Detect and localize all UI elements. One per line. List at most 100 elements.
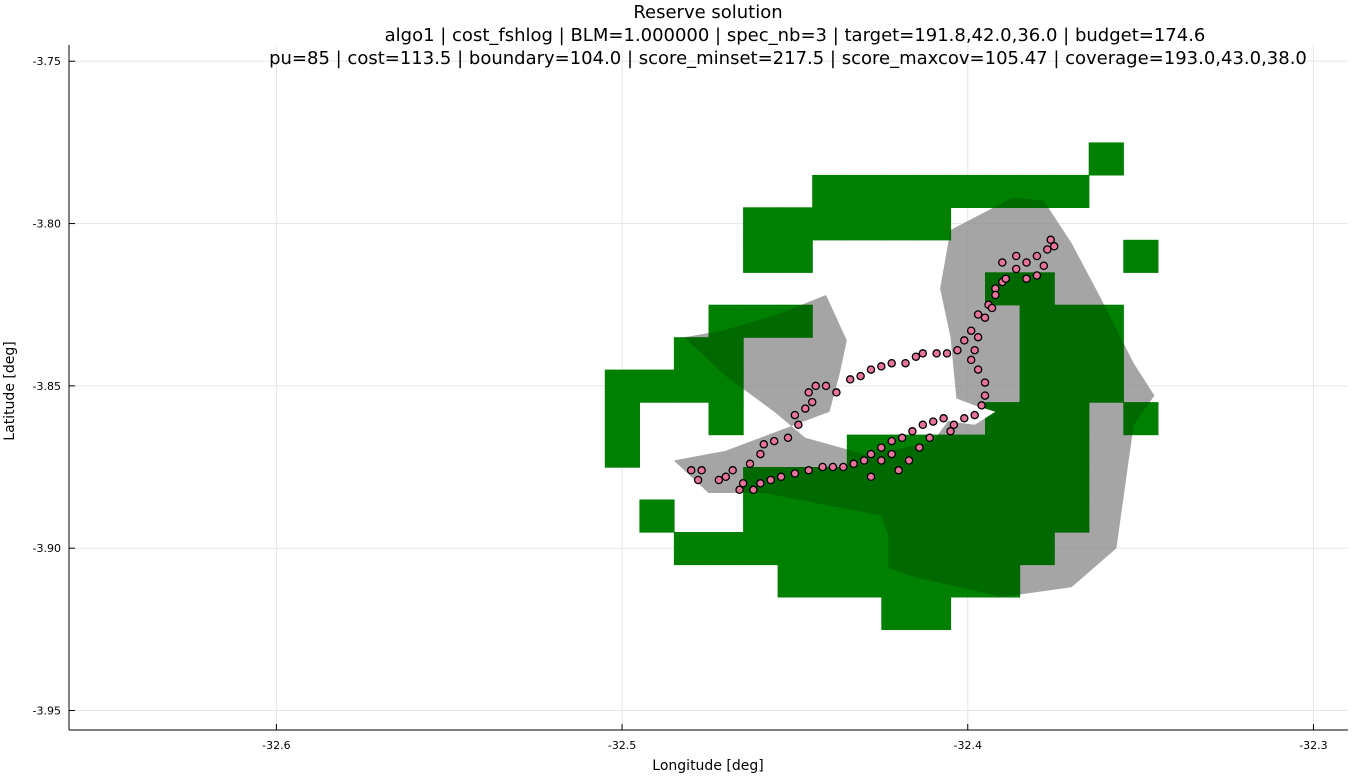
reserve-cell-68	[915, 499, 952, 533]
reserve-cell-10	[777, 207, 813, 241]
reserve-cell-52	[1054, 434, 1090, 468]
reserve-cell-73	[673, 532, 710, 566]
reserve-cell-31	[604, 434, 640, 468]
reserve-cell-38	[1054, 337, 1090, 371]
data-point-45	[1022, 274, 1031, 283]
reserve-cell-80	[915, 532, 952, 566]
data-point-0	[686, 466, 696, 475]
reserve-cell-67	[881, 499, 917, 533]
data-point-53	[966, 355, 976, 365]
reserve-cell-32	[639, 499, 675, 533]
x-tick-label-0: -32.6	[262, 739, 290, 752]
data-point-66	[887, 436, 896, 446]
data-point-13	[801, 404, 810, 413]
data-point-29	[953, 345, 962, 355]
reserve-cell-28	[708, 369, 744, 403]
x-tick-label-1: -32.5	[608, 739, 636, 752]
reserve-cell-78	[846, 532, 882, 566]
x-tick-label-2: -32.4	[954, 739, 982, 752]
y-tick-label-4: -3.95	[33, 705, 61, 718]
reserve-cell-41	[1054, 369, 1090, 403]
y-tick-label-0: -3.75	[33, 55, 61, 68]
data-point-76	[776, 472, 786, 482]
data-point-50	[980, 313, 990, 322]
data-point-24	[901, 358, 910, 368]
data-point-54	[973, 365, 983, 374]
reserve-cell-61	[1019, 467, 1055, 501]
reserve-cell-50	[985, 434, 1021, 468]
reserve-cell-82	[985, 532, 1021, 566]
reserve-cell-74	[708, 532, 744, 566]
data-point-25	[911, 352, 921, 361]
reserve-cell-81	[950, 532, 986, 566]
reserve-cell-51	[1019, 434, 1055, 468]
chart-title: Reserve solution	[633, 2, 782, 23]
data-point-6	[745, 459, 755, 469]
reserve-cell-70	[985, 499, 1021, 533]
reserve-cell-0	[1088, 142, 1124, 176]
reserve-cell-30	[708, 402, 744, 436]
data-point-67	[877, 443, 886, 452]
reserve-cell-44	[1019, 402, 1055, 436]
data-point-57	[977, 401, 986, 410]
reserve-cell-17	[1123, 239, 1159, 273]
reserve-cell-56	[846, 467, 882, 501]
reserve-cell-29	[604, 402, 640, 436]
reserve-cell-5	[812, 174, 848, 208]
reserve-cell-24	[708, 337, 744, 371]
reserve-cell-77	[812, 532, 848, 566]
data-point-75	[790, 469, 800, 478]
data-point-73	[818, 462, 827, 472]
reserve-cell-39	[1088, 337, 1124, 371]
data-point-61	[939, 414, 948, 423]
x-tick-label-3: -32.3	[1299, 739, 1327, 752]
reserve-cell-71	[1019, 499, 1055, 533]
reserve-cell-3	[985, 174, 1021, 208]
data-point-79	[749, 485, 758, 495]
reserve-cell-35	[1054, 304, 1090, 338]
data-point-59	[960, 414, 969, 423]
data-point-18	[832, 388, 841, 397]
data-point-7	[756, 449, 765, 459]
reserve-cell-90	[985, 564, 1021, 598]
y-tick-label-2: -3.85	[33, 380, 61, 393]
reserve-cell-60	[985, 467, 1021, 501]
reserve-cell-6	[915, 174, 952, 208]
chart-subtitle-line2: pu=85 | cost=113.5 | boundary=104.0 | sc…	[269, 48, 1307, 69]
data-point-36	[998, 258, 1007, 267]
reserve-cell-23	[673, 337, 710, 371]
reserve-cell-72	[1054, 499, 1090, 533]
data-point-38	[1022, 258, 1031, 267]
data-point-30	[960, 336, 969, 345]
data-point-85	[894, 466, 903, 475]
data-point-4	[728, 466, 737, 475]
data-point-82	[866, 472, 876, 482]
reserve-cell-36	[1088, 304, 1124, 338]
data-point-51	[973, 332, 983, 342]
data-point-68	[866, 449, 876, 459]
data-point-39	[1032, 251, 1042, 261]
data-point-16	[811, 381, 820, 391]
data-point-31	[966, 326, 976, 335]
y-tick-label-1: -3.80	[33, 218, 61, 231]
chart-subtitle-line1: algo1 | cost_fshlog | BLM=1.000000 | spe…	[385, 25, 1206, 46]
reserve-cell-25	[604, 369, 640, 403]
reserve-cell-55	[812, 467, 848, 501]
reserve-cell-20	[708, 304, 744, 338]
data-point-77	[766, 475, 775, 485]
reserve-cell-58	[915, 467, 952, 501]
data-point-28	[942, 349, 952, 358]
data-point-12	[790, 410, 800, 420]
data-point-89	[946, 427, 955, 436]
reserve-cell-11	[743, 207, 779, 241]
data-point-52	[970, 345, 979, 355]
reserve-cell-33	[1123, 402, 1159, 436]
data-point-83	[877, 456, 886, 465]
data-point-44	[1032, 271, 1042, 280]
reserve-cell-59	[950, 467, 986, 501]
data-point-49	[987, 303, 997, 313]
reserve-cell-2	[1019, 174, 1055, 208]
reserve-cell-76	[777, 532, 813, 566]
data-point-84	[887, 449, 896, 459]
